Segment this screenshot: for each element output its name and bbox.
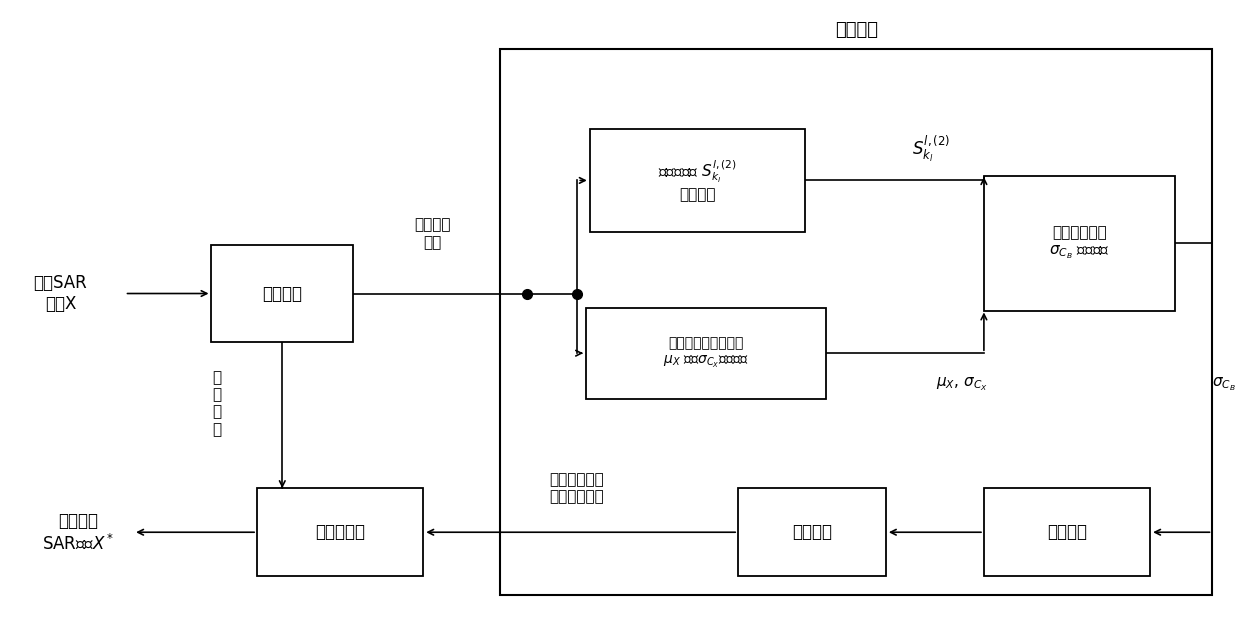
FancyBboxPatch shape (501, 49, 1213, 595)
Text: 低
频
子
带: 低 频 子 带 (212, 370, 222, 437)
FancyBboxPatch shape (212, 245, 353, 342)
Text: 计算装置: 计算装置 (835, 21, 878, 38)
FancyBboxPatch shape (984, 488, 1150, 576)
Text: 去噪后的高频
方向子带系数: 去噪后的高频 方向子带系数 (549, 472, 605, 504)
Text: 判定装置: 判定装置 (1047, 523, 1087, 541)
FancyBboxPatch shape (984, 175, 1175, 311)
Text: $\sigma_{C_B}$: $\sigma_{C_B}$ (1212, 376, 1235, 393)
FancyBboxPatch shape (738, 488, 886, 576)
FancyBboxPatch shape (586, 308, 826, 399)
FancyBboxPatch shape (256, 488, 424, 576)
Text: 二阶累积量 $S^{l,(2)}_{k_l}$
计算装置: 二阶累积量 $S^{l,(2)}_{k_l}$ 计算装置 (658, 158, 737, 203)
Text: 高频方向
子带: 高频方向 子带 (414, 218, 451, 250)
Text: 斑点噪声方差
$\sigma_{C_B}$ 计算装置: 斑点噪声方差 $\sigma_{C_B}$ 计算装置 (1049, 225, 1110, 261)
Text: $S^{l,(2)}_{k_l}$: $S^{l,(2)}_{k_l}$ (912, 134, 950, 164)
Text: 逆变换装置: 逆变换装置 (315, 523, 366, 541)
Text: $\mu_X$, $\sigma_{C_X}$: $\mu_X$, $\sigma_{C_X}$ (937, 376, 989, 393)
Text: 变换装置: 变换装置 (263, 285, 302, 302)
Text: 原始SAR
图像X: 原始SAR 图像X (33, 274, 88, 313)
Text: 去噪后的
SAR图像$X^*$: 去噪后的 SAR图像$X^*$ (42, 512, 114, 553)
Text: 去噪装置: 去噪装置 (792, 523, 833, 541)
FancyBboxPatch shape (590, 129, 805, 232)
Text: 高频方向子带均值和
$\mu_X$ 方差$\sigma_{C_X}$计算装置: 高频方向子带均值和 $\mu_X$ 方差$\sigma_{C_X}$计算装置 (663, 336, 748, 370)
